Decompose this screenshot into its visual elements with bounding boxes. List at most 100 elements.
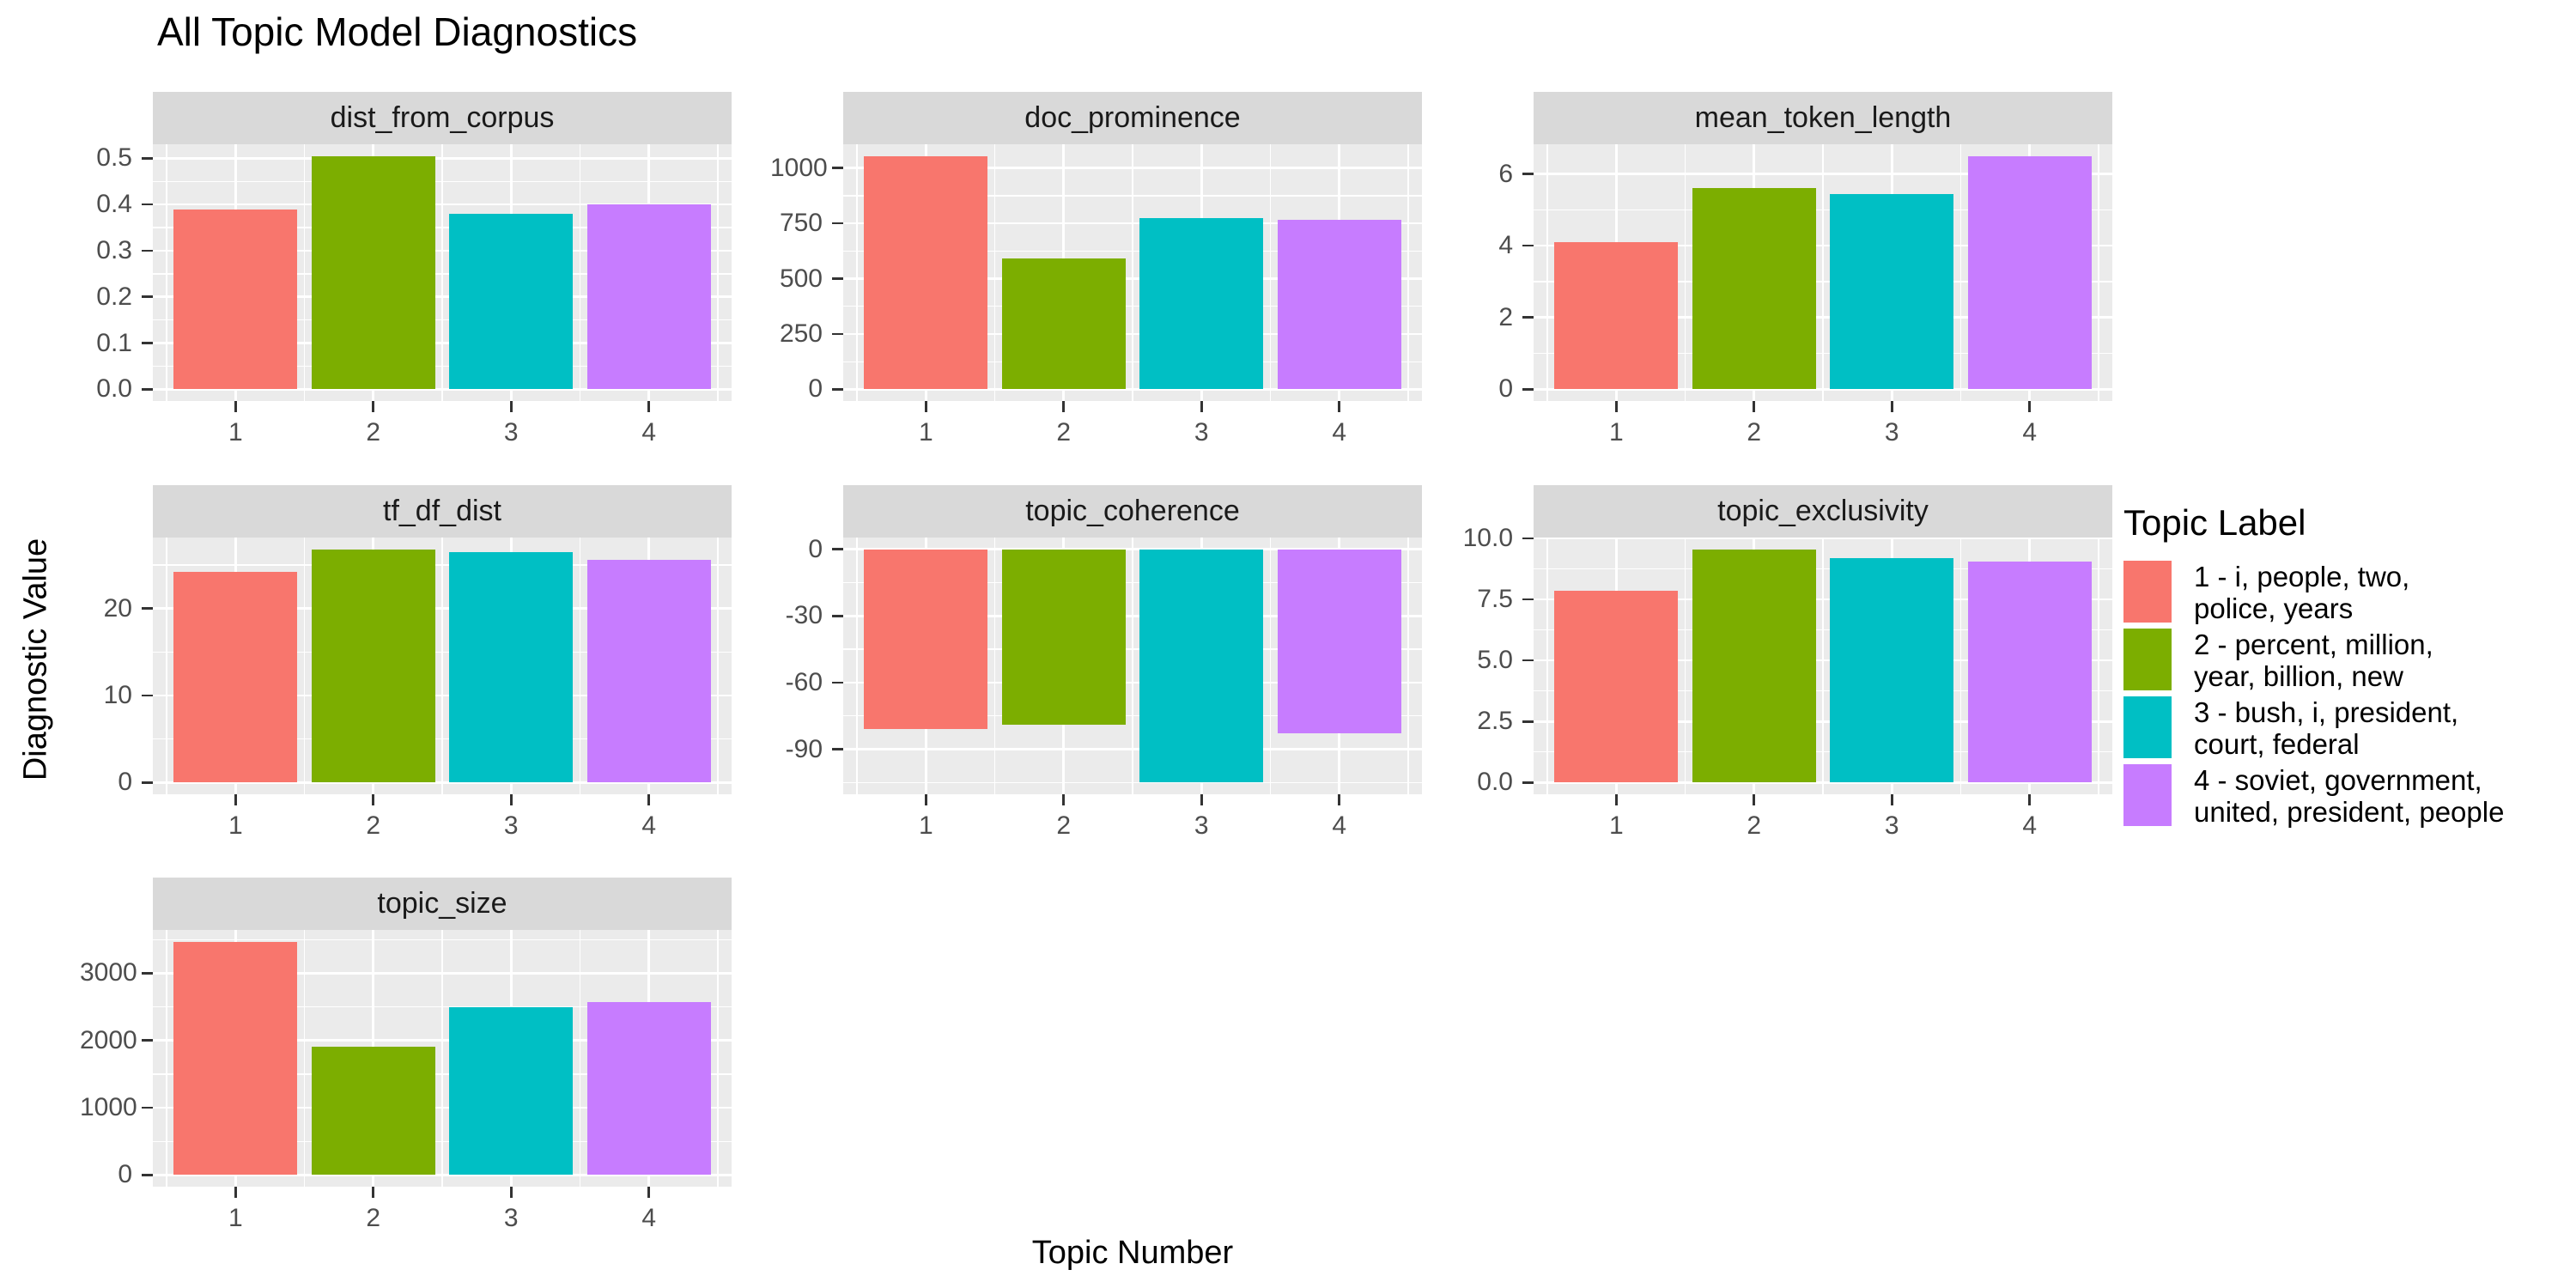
facet-strip: topic_size — [153, 878, 732, 930]
legend-swatch-topic-3 — [2123, 696, 2172, 758]
x-tick-mark — [1062, 794, 1066, 805]
grid-major-h — [843, 748, 1422, 750]
x-tick-mark — [647, 401, 650, 412]
grid-minor-v — [2098, 144, 2099, 401]
legend-label-topic-1: 1 - i, people, two, police, years — [2194, 561, 2410, 624]
bar-topic-2 — [1001, 258, 1126, 390]
grid-major-h — [843, 167, 1422, 170]
x-tick-label: 2 — [1056, 811, 1072, 840]
facet-strip: tf_df_dist — [153, 485, 732, 538]
y-tick-mark — [832, 614, 843, 617]
bar-topic-4 — [586, 204, 711, 390]
x-tick-mark — [1753, 794, 1756, 805]
y-tick-label: 0.0 — [96, 374, 132, 404]
y-tick-mark — [1522, 598, 1534, 601]
x-tick-label: 2 — [366, 418, 381, 447]
legend-item: 4 - soviet, government, united, presiden… — [2123, 764, 2504, 828]
grid-minor-v — [993, 144, 996, 401]
grid-major-h — [1534, 173, 2112, 175]
grid-minor-v — [1269, 538, 1272, 794]
y-tick-label: 0 — [808, 534, 823, 563]
x-tick-label: 3 — [503, 811, 519, 840]
legend: Topic Label 1 - i, people, two, police, … — [2123, 502, 2504, 832]
y-tick-label: 1000 — [80, 1093, 137, 1122]
grid-minor-v — [441, 144, 443, 401]
facet-strip-label-mean_token_length: mean_token_length — [1694, 101, 1952, 134]
grid-major-h — [153, 157, 732, 160]
grid-major-h — [153, 295, 732, 299]
y-tick-label: 10 — [103, 680, 132, 709]
y-tick-mark — [142, 203, 153, 206]
bar-topic-2 — [1692, 549, 1816, 783]
x-tick-label: 3 — [1194, 418, 1209, 447]
x-tick-label: 1 — [918, 418, 933, 447]
y-tick-mark — [832, 277, 843, 280]
grid-major-h — [1534, 388, 2112, 391]
y-tick-mark — [832, 388, 843, 391]
bar-topic-3 — [449, 213, 574, 390]
y-tick-label: 1000 — [770, 153, 828, 182]
y-tick-label: 500 — [779, 264, 823, 293]
facet-cell-topic_size: topic_size 0 1000 2000 3000 1 2 3 4 — [80, 878, 732, 1238]
y-tick-label: 0.0 — [1477, 768, 1513, 797]
x-tick-label: 3 — [1884, 811, 1899, 840]
grid-minor-v — [993, 538, 996, 794]
grid-major-h — [843, 332, 1422, 336]
grid-major-h — [1534, 659, 2112, 662]
y-tick-mark — [1522, 316, 1534, 319]
grid-major-h — [1534, 720, 2112, 723]
grid-minor-v — [1822, 144, 1824, 401]
y-tick-mark — [142, 607, 153, 610]
facet-strip-label-dist_from_corpus: dist_from_corpus — [330, 101, 555, 134]
grid-minor-v — [717, 144, 719, 401]
grid-minor-v — [166, 538, 167, 794]
y-tick-mark — [832, 332, 843, 336]
grid-major-h — [153, 607, 732, 610]
grid-minor-v — [1132, 538, 1133, 794]
bar-topic-2 — [1001, 549, 1126, 726]
y-tick-mark — [142, 249, 153, 252]
facet-strip: mean_token_length — [1534, 92, 2112, 144]
x-tick-label: 3 — [503, 1204, 519, 1232]
legend-title: Topic Label — [2123, 502, 2306, 543]
y-tick-label: 750 — [779, 209, 823, 238]
x-tick-mark — [372, 401, 375, 412]
x-tick-label: 2 — [366, 1204, 381, 1232]
y-tick-mark — [1522, 720, 1534, 723]
y-tick-label: 4 — [1498, 231, 1513, 260]
y-tick-mark — [142, 342, 153, 344]
y-tick-mark — [142, 781, 153, 784]
y-tick-label: 2000 — [80, 1025, 137, 1054]
bar-topic-3 — [1139, 549, 1264, 783]
y-tick-label: 7.5 — [1477, 584, 1513, 613]
y-tick-label: 0.2 — [96, 282, 132, 311]
x-tick-mark — [1890, 401, 1893, 412]
y-tick-mark — [142, 972, 153, 975]
facet-panel-tf_df_dist — [153, 538, 732, 794]
y-tick-label: 2.5 — [1477, 707, 1513, 736]
bar-topic-1 — [864, 549, 988, 730]
grid-minor-v — [303, 144, 306, 401]
y-tick-label: -90 — [785, 734, 823, 763]
grid-major-h — [843, 681, 1422, 684]
grid-major-h — [153, 342, 732, 344]
bar-topic-1 — [173, 571, 298, 783]
y-tick-mark — [1522, 781, 1534, 784]
y-tick-mark — [142, 1106, 153, 1109]
grid-major-h — [843, 548, 1422, 550]
facet-cell-mean_token_length: mean_token_length 0 2 4 6 1 2 3 4 — [1461, 92, 2112, 453]
grid-minor-v — [1959, 144, 1962, 401]
grid-minor-v — [1407, 144, 1409, 401]
bar-topic-3 — [1830, 557, 1954, 783]
x-tick-label: 1 — [228, 418, 243, 447]
y-axis-title: Diagnostic Value — [17, 538, 54, 781]
grid-minor-v — [166, 144, 167, 401]
x-tick-mark — [1753, 401, 1756, 412]
facet-strip: topic_exclusivity — [1534, 485, 2112, 538]
y-tick-label: 3000 — [80, 958, 137, 987]
bar-topic-4 — [586, 559, 711, 783]
grid-major-h — [843, 277, 1422, 280]
bar-topic-1 — [1554, 241, 1679, 390]
grid-major-h — [153, 249, 732, 252]
x-tick-mark — [234, 401, 237, 412]
